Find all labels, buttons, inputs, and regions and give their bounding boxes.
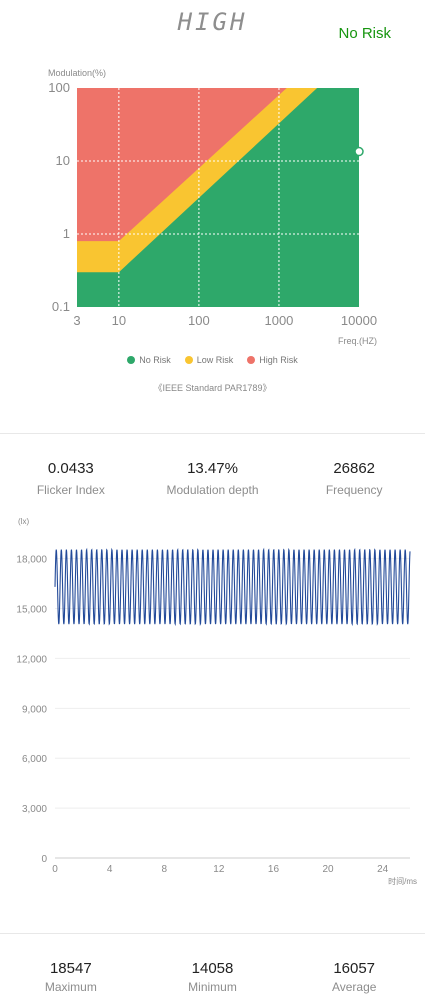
x-tick-label: 4 bbox=[107, 864, 113, 875]
frequency-stat: 26862 Frequency bbox=[283, 460, 425, 497]
x-tick-label: 16 bbox=[268, 864, 280, 875]
section-divider bbox=[0, 933, 425, 934]
legend-dot-no-risk bbox=[127, 356, 136, 364]
y-axis-label: Modulation(%) bbox=[48, 68, 106, 78]
y-tick-label: 0.1 bbox=[52, 299, 70, 314]
stat-label: Average bbox=[331, 980, 377, 994]
standard-note: 《IEEE Standard PAR1789》 bbox=[153, 383, 272, 393]
current-measurement-marker bbox=[354, 146, 364, 157]
stat-value: 14058 bbox=[191, 960, 234, 977]
illuminance-waveform bbox=[54, 547, 411, 627]
minimum-stat: 14058 Minimum bbox=[142, 960, 284, 994]
y-tick-label: 0 bbox=[41, 854, 47, 865]
x-tick-label: 10 bbox=[112, 313, 126, 328]
x-tick-label: 100 bbox=[188, 313, 210, 328]
x-tick-label: 0 bbox=[52, 864, 58, 875]
average-stat: 16057 Average bbox=[283, 960, 425, 994]
stat-label: Maximum bbox=[44, 980, 97, 994]
modulation-depth-stat: 13.47% Modulation depth bbox=[142, 460, 284, 497]
x-tick-label: 1000 bbox=[264, 313, 293, 328]
x-axis-label: 时间/ms bbox=[388, 876, 417, 886]
legend-label: Low Risk bbox=[196, 355, 234, 365]
x-tick-label: 20 bbox=[323, 864, 335, 875]
legend-item-high-risk: High Risk bbox=[247, 355, 298, 365]
y-tick-label: 10 bbox=[56, 153, 70, 168]
legend-label: High Risk bbox=[259, 355, 298, 365]
mode-title: HIGH bbox=[177, 8, 248, 36]
y-tick-label: 18,000 bbox=[16, 555, 47, 566]
legend-dot-high-risk bbox=[247, 356, 256, 364]
risk-legend: No Risk Low Risk High Risk bbox=[0, 355, 425, 365]
stat-value: 13.47% bbox=[187, 460, 238, 477]
y-tick-label: 9,000 bbox=[22, 704, 47, 715]
y-tick-label: 1 bbox=[63, 226, 70, 241]
x-tick-label: 12 bbox=[213, 864, 225, 875]
stat-value: 18547 bbox=[49, 960, 92, 977]
x-axis-label: Freq.(HZ) bbox=[338, 336, 377, 346]
risk-status-text: No Risk bbox=[338, 25, 391, 42]
stat-value: 0.0433 bbox=[47, 460, 94, 477]
stat-label: Flicker Index bbox=[36, 483, 105, 497]
y-tick-label: 12,000 bbox=[16, 654, 47, 665]
stat-label: Modulation depth bbox=[166, 483, 259, 497]
legend-dot-low-risk bbox=[184, 356, 193, 364]
y-tick-label: 3,000 bbox=[22, 804, 47, 815]
stat-label: Minimum bbox=[188, 980, 237, 994]
y-axis-unit: (lx) bbox=[18, 517, 29, 526]
legend-item-no-risk: No Risk bbox=[127, 355, 171, 365]
stats-row-top: 0.0433 Flicker Index 13.47% Modulation d… bbox=[0, 460, 425, 497]
maximum-stat: 18547 Maximum bbox=[0, 960, 142, 994]
x-tick-label: 24 bbox=[377, 864, 389, 875]
stat-value: 26862 bbox=[333, 460, 376, 477]
legend-item-low-risk: Low Risk bbox=[184, 355, 234, 365]
x-tick-label: 8 bbox=[161, 864, 167, 875]
y-tick-label: 15,000 bbox=[16, 605, 47, 616]
x-tick-label: 3 bbox=[73, 313, 80, 328]
no-risk-region bbox=[77, 88, 359, 307]
legend-label: No Risk bbox=[139, 355, 171, 365]
waveform-chart: (lx) 03,0006,0009,00012,00015,00018,000 … bbox=[16, 517, 417, 886]
stat-label: Frequency bbox=[325, 483, 383, 497]
x-tick-label: 10000 bbox=[341, 313, 377, 328]
flicker-index-stat: 0.0433 Flicker Index bbox=[0, 460, 142, 497]
y-tick-label: 6,000 bbox=[22, 754, 47, 765]
stat-value: 16057 bbox=[333, 960, 376, 977]
section-divider bbox=[0, 433, 425, 434]
y-tick-label: 100 bbox=[48, 80, 70, 95]
stats-row-bottom: 18547 Maximum 14058 Minimum 16057 Averag… bbox=[0, 960, 425, 994]
